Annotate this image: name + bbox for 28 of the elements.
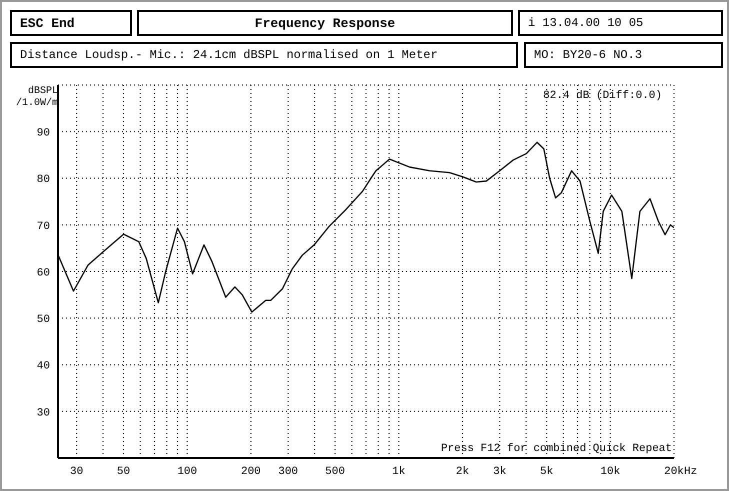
y-tick-label: 70 (36, 220, 50, 233)
x-tick-label: 50 (116, 466, 130, 478)
x-tick-label: 100 (177, 466, 198, 478)
chart-title: Frequency Response (137, 10, 513, 36)
x-tick-label: 500 (325, 466, 345, 478)
y-tick-label: 90 (36, 128, 50, 140)
text: ESC End (10, 10, 132, 36)
text: MO: BY20-6 NO.3 (524, 42, 723, 68)
x-tick-label: 30 (70, 466, 84, 478)
x-tick-label: 3k (493, 466, 507, 478)
y-tick-label: 60 (36, 267, 50, 280)
y-tick-label: 30 (36, 407, 50, 420)
x-tick-label: 20k (664, 466, 684, 478)
x-tick-label: 300 (278, 466, 298, 478)
x-axis-title: Hz (684, 466, 698, 478)
x-tick-label: 5k (540, 466, 554, 478)
y-tick-label: 50 (36, 314, 50, 326)
x-tick-label: 1k (392, 466, 406, 478)
y-tick-label: 40 (36, 360, 50, 373)
chart-subtitle: Distance Loudsp.- Mic.: 24.1cm dBSPL normalised on 1 Meter (10, 42, 518, 68)
annotation: 82.4 dB (Diff:0.0) (542, 90, 662, 102)
y-tick-label: 80 (36, 174, 50, 186)
x-tick-label: 10k (600, 466, 621, 478)
text: i 13.04.00 10 05 (518, 10, 723, 36)
annotation: Press F12 for combined Quick Repeat (440, 443, 672, 455)
x-tick-label: 2k (456, 466, 470, 478)
x-tick-label: 200 (240, 466, 261, 478)
y-axis-title: dBSPL /1.0W/m (14, 86, 58, 110)
